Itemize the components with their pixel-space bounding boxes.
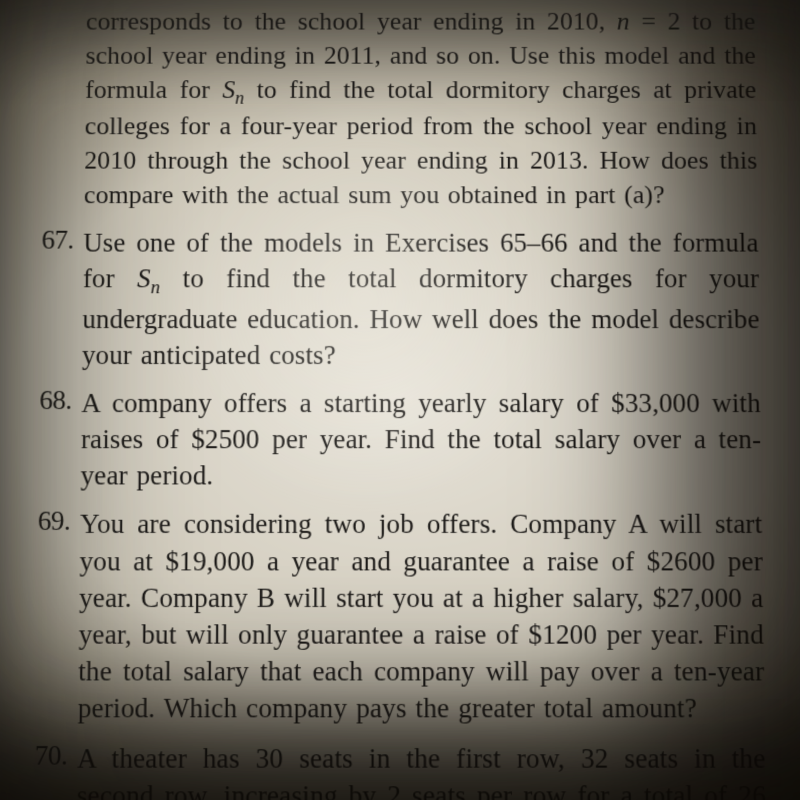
problem-number: 70.	[34, 739, 67, 771]
problem-text: You are considering two job offers. Comp…	[78, 506, 765, 727]
problem-number: 69.	[38, 506, 71, 537]
textbook-page: corresponds to the school year ending in…	[0, 5, 800, 800]
problem-number: 68.	[39, 385, 72, 416]
problem-68: 68. A company offers a starting yearly s…	[80, 385, 761, 494]
problem-67: 67. Use one of the models in Exercises 6…	[82, 225, 760, 373]
problem-text: Use one of the models in Exercises 65–66…	[82, 225, 760, 373]
problem-text: corresponds to the school year ending in…	[84, 5, 758, 213]
problem-number: 67.	[41, 225, 74, 256]
problem-text: A theater has 30 seats in the first row,…	[76, 739, 767, 800]
problem-partial-top: corresponds to the school year ending in…	[84, 5, 758, 213]
problem-text: A company offers a starting yearly salar…	[80, 385, 761, 494]
problem-70: 70. A theater has 30 seats in the first …	[76, 739, 767, 800]
problem-69: 69. You are considering two job offers. …	[78, 506, 765, 727]
